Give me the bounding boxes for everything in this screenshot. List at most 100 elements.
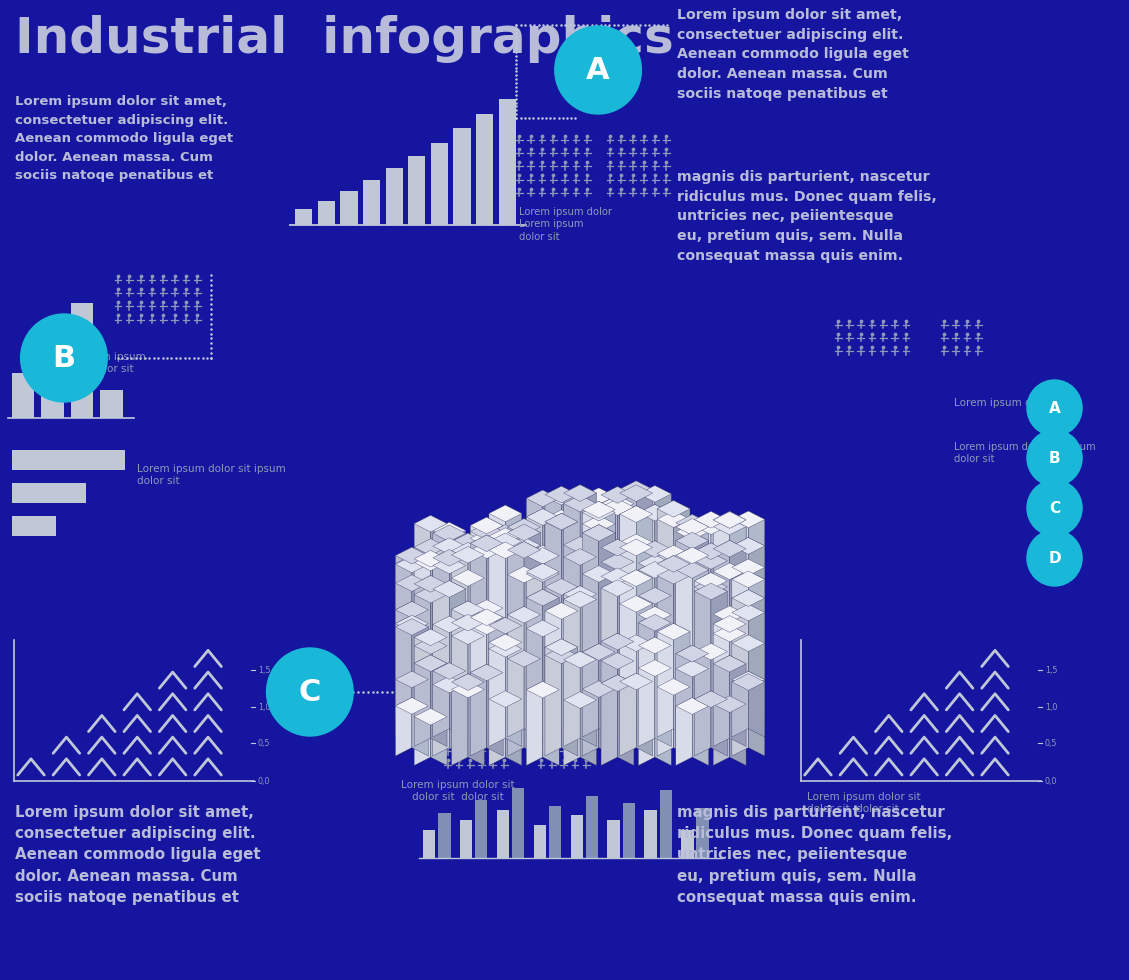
Polygon shape: [714, 696, 729, 765]
Polygon shape: [714, 512, 729, 595]
Polygon shape: [452, 628, 467, 709]
Polygon shape: [563, 537, 596, 554]
Polygon shape: [487, 542, 504, 661]
Polygon shape: [395, 615, 428, 632]
Polygon shape: [732, 559, 764, 575]
Polygon shape: [692, 532, 709, 652]
Bar: [409, 156, 426, 225]
Polygon shape: [489, 617, 506, 709]
Polygon shape: [657, 535, 690, 552]
Polygon shape: [714, 540, 746, 557]
Polygon shape: [508, 524, 541, 541]
Polygon shape: [467, 614, 484, 727]
Polygon shape: [692, 661, 709, 747]
Polygon shape: [711, 691, 727, 756]
Polygon shape: [452, 533, 467, 632]
Polygon shape: [692, 562, 709, 709]
Polygon shape: [395, 698, 412, 756]
Polygon shape: [620, 596, 653, 612]
Polygon shape: [467, 628, 484, 709]
Text: Lorem ipsum dolor sit ipsum
dolor sit: Lorem ipsum dolor sit ipsum dolor sit: [137, 465, 286, 486]
Polygon shape: [620, 635, 636, 737]
Polygon shape: [449, 538, 466, 623]
Polygon shape: [676, 532, 692, 652]
Polygon shape: [655, 607, 672, 727]
Polygon shape: [657, 501, 690, 517]
Polygon shape: [711, 572, 727, 680]
Polygon shape: [452, 628, 484, 645]
Polygon shape: [655, 614, 672, 709]
Polygon shape: [489, 533, 522, 550]
Polygon shape: [694, 543, 727, 560]
Polygon shape: [601, 580, 618, 690]
Polygon shape: [674, 567, 690, 718]
Polygon shape: [487, 517, 504, 642]
Polygon shape: [638, 505, 672, 521]
Polygon shape: [545, 486, 561, 642]
Polygon shape: [674, 678, 690, 756]
Polygon shape: [598, 526, 615, 642]
Text: 0,5: 0,5: [257, 739, 270, 748]
Polygon shape: [620, 673, 653, 690]
Polygon shape: [524, 544, 541, 623]
Polygon shape: [598, 644, 615, 737]
Polygon shape: [563, 519, 580, 595]
Polygon shape: [524, 524, 541, 661]
Polygon shape: [676, 661, 692, 747]
Text: magnis dis parturient, nascetur
ridiculus mus. Donec quam felis,
untricies nec, : magnis dis parturient, nascetur ridiculu…: [676, 805, 952, 905]
Polygon shape: [692, 645, 709, 727]
Bar: [340, 191, 358, 225]
Polygon shape: [714, 615, 746, 632]
Polygon shape: [467, 537, 484, 595]
Polygon shape: [657, 545, 674, 623]
Polygon shape: [545, 514, 561, 661]
Polygon shape: [598, 502, 615, 661]
Polygon shape: [545, 578, 578, 595]
Polygon shape: [449, 676, 466, 756]
Polygon shape: [580, 692, 596, 765]
Polygon shape: [508, 537, 541, 554]
Polygon shape: [430, 638, 447, 727]
Polygon shape: [638, 555, 655, 652]
Polygon shape: [470, 523, 504, 540]
Polygon shape: [395, 671, 428, 688]
Polygon shape: [414, 515, 430, 595]
Polygon shape: [580, 586, 596, 727]
Polygon shape: [508, 544, 541, 561]
Polygon shape: [432, 676, 449, 756]
Text: Lorem ipsum dolor sit
dolor sit  dolor sit: Lorem ipsum dolor sit dolor sit dolor si…: [401, 780, 514, 803]
Polygon shape: [714, 656, 729, 747]
Text: 1,0: 1,0: [1044, 703, 1057, 711]
Polygon shape: [732, 635, 764, 652]
Text: C: C: [299, 677, 321, 707]
Polygon shape: [563, 692, 596, 709]
Polygon shape: [714, 625, 729, 727]
Polygon shape: [395, 618, 412, 718]
Polygon shape: [732, 559, 749, 642]
Polygon shape: [470, 600, 487, 699]
Polygon shape: [620, 596, 636, 699]
Polygon shape: [561, 486, 578, 642]
Polygon shape: [601, 633, 618, 727]
Polygon shape: [580, 485, 596, 670]
Polygon shape: [655, 541, 672, 632]
Polygon shape: [657, 501, 674, 661]
Polygon shape: [452, 543, 484, 560]
Polygon shape: [580, 549, 596, 690]
Polygon shape: [449, 522, 466, 604]
Text: Lorem ipsum dolor sit
dolor sit  dolor sit: Lorem ipsum dolor sit dolor sit dolor si…: [806, 792, 920, 814]
Polygon shape: [714, 563, 746, 580]
Polygon shape: [489, 533, 506, 690]
Bar: [386, 168, 403, 225]
Polygon shape: [545, 647, 561, 737]
Polygon shape: [452, 601, 484, 617]
Polygon shape: [543, 490, 559, 613]
Circle shape: [20, 314, 107, 402]
Polygon shape: [674, 545, 690, 623]
Polygon shape: [676, 514, 692, 613]
Polygon shape: [580, 495, 596, 632]
Polygon shape: [543, 527, 559, 595]
Polygon shape: [470, 664, 504, 681]
Text: magnis dis parturient, nascetur
ridiculus mus. Donec quam felis,
untricies nec, : magnis dis parturient, nascetur ridiculu…: [676, 170, 937, 263]
Polygon shape: [583, 681, 615, 698]
